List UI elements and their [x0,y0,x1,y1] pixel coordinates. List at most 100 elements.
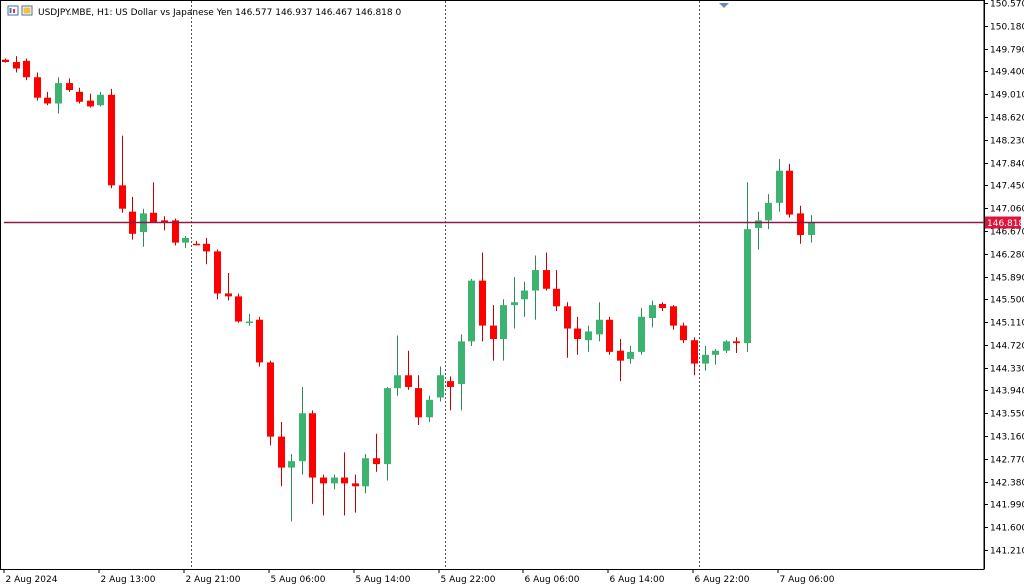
candle[interactable] [140,208,147,247]
candle[interactable] [214,249,221,300]
header-symbol: USDJPY.MBE [38,8,92,18]
candle[interactable] [299,386,306,475]
chart-window-icon-2[interactable] [21,5,33,16]
candle[interactable] [405,350,412,390]
candle[interactable] [108,88,115,189]
candle[interactable] [394,335,401,396]
candle-body-bear [172,220,179,243]
candle-body-bull [755,220,762,228]
candle[interactable] [627,346,634,364]
candle[interactable] [76,87,83,104]
candle[interactable] [2,58,9,63]
candle[interactable] [426,395,433,423]
candle[interactable] [691,337,698,376]
candle[interactable] [649,300,656,328]
candle-body-bear [553,288,560,307]
candle-body-bull [288,461,295,468]
header-open: 146.577 [235,8,272,18]
candle[interactable] [129,197,136,240]
candle[interactable] [373,433,380,472]
candle[interactable] [744,182,751,352]
candle[interactable] [702,346,709,371]
candle[interactable] [765,194,772,230]
candle[interactable] [225,272,232,301]
chart-window-icon[interactable] [7,5,19,16]
candle-body-bear [108,94,115,186]
candle-body-bull [182,237,189,243]
candle[interactable] [203,237,210,265]
candle[interactable] [500,299,507,361]
candle[interactable] [182,236,189,248]
candle[interactable] [34,72,41,101]
time-tick-label: 6 Aug 14:00 [610,575,665,585]
time-axis[interactable]: 2 Aug 2024 2 Aug 13:00 2 Aug 21:00 5 Aug 06… [0,569,984,585]
candle[interactable] [468,278,475,347]
candle[interactable] [543,252,550,291]
candle[interactable] [755,211,762,250]
candle[interactable] [87,93,94,108]
scroll-marker-icon[interactable] [719,3,729,8]
candle[interactable] [532,255,539,320]
candle[interactable] [712,348,719,365]
candle[interactable] [479,252,486,342]
candle[interactable] [150,182,157,223]
candle[interactable] [447,376,454,411]
candle[interactable] [97,91,104,107]
candle[interactable] [331,474,338,490]
candle[interactable] [617,339,624,382]
candle[interactable] [490,305,497,361]
candle[interactable] [193,240,200,246]
candle[interactable] [288,454,295,522]
candle[interactable] [574,316,581,355]
candle[interactable] [733,337,740,354]
candle[interactable] [797,205,804,244]
candle[interactable] [309,410,316,504]
candle[interactable] [670,305,677,330]
candle[interactable] [458,334,465,411]
candle[interactable] [362,454,369,494]
price-axis[interactable]: 150.570 150.180 149.790 149.400 149.010 148.6… [984,0,1024,569]
candle-body-bear [415,388,422,418]
candle[interactable] [808,215,815,243]
candle[interactable] [521,281,528,317]
candle[interactable] [23,58,30,81]
price-tick-label: 146.670 [990,228,1024,238]
candle[interactable] [384,386,391,481]
candle[interactable] [341,452,348,516]
candle[interactable] [596,302,603,342]
candle[interactable] [723,340,730,354]
candle-body-bull [299,413,306,462]
candle[interactable] [161,216,168,231]
candle[interactable] [511,277,518,329]
price-tick-label: 145.500 [990,296,1024,306]
candle[interactable] [267,360,274,446]
candle[interactable] [55,77,62,114]
candle-body-bear [617,350,624,361]
candle-body-bear [87,100,94,107]
candle[interactable] [278,422,285,487]
candle[interactable] [235,293,242,323]
candle[interactable] [638,308,645,355]
candle[interactable] [320,474,327,516]
candle[interactable] [256,316,263,367]
candle[interactable] [606,316,613,355]
candle[interactable] [246,313,253,326]
candle[interactable] [786,163,793,218]
candle[interactable] [564,302,571,358]
candle[interactable] [66,78,73,92]
plot-frame [0,0,985,570]
candles[interactable] [2,56,815,522]
candle[interactable] [119,135,126,213]
candle[interactable] [776,159,783,212]
candle[interactable] [659,302,666,311]
candle[interactable] [437,366,444,402]
candle[interactable] [415,375,422,425]
candle-body-bull [765,202,772,221]
candle[interactable] [680,322,687,344]
candle[interactable] [352,474,359,513]
candle[interactable] [44,91,51,106]
candle[interactable] [13,56,20,73]
candle[interactable] [553,270,560,311]
candle[interactable] [585,325,592,352]
